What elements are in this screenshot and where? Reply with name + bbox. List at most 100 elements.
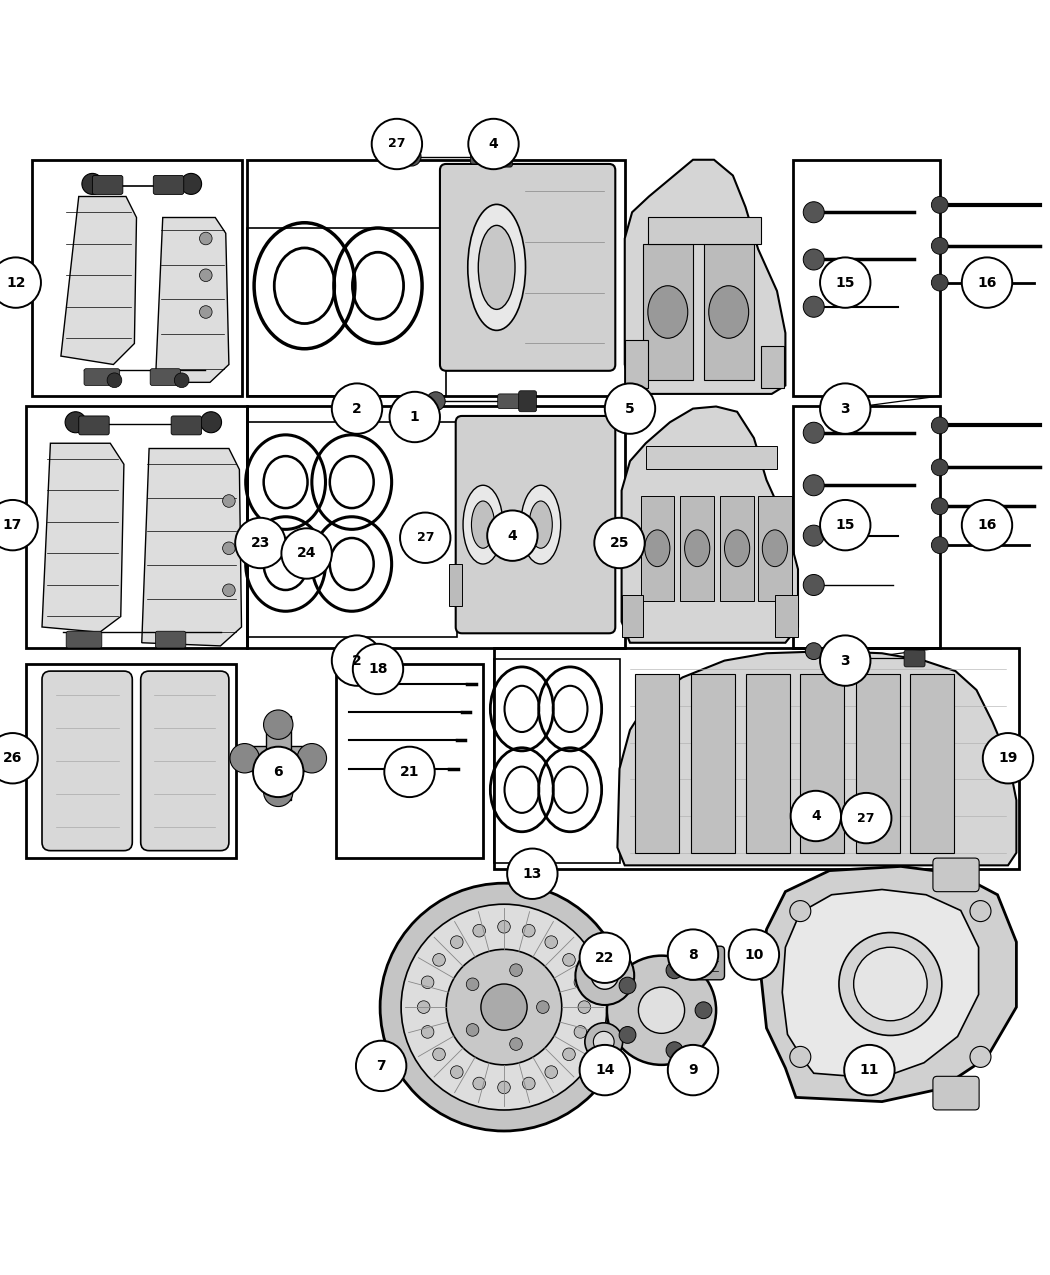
FancyBboxPatch shape [171, 416, 202, 435]
Circle shape [594, 518, 645, 569]
Circle shape [790, 900, 811, 922]
Polygon shape [42, 444, 124, 632]
Circle shape [803, 249, 824, 270]
Circle shape [402, 147, 421, 166]
Circle shape [468, 119, 519, 170]
FancyBboxPatch shape [150, 368, 181, 385]
Circle shape [729, 929, 779, 979]
Polygon shape [61, 196, 136, 365]
Circle shape [223, 495, 235, 507]
FancyBboxPatch shape [932, 858, 979, 891]
Circle shape [820, 635, 870, 686]
Bar [336, 664, 483, 858]
Ellipse shape [521, 486, 561, 564]
Bar [247, 159, 625, 397]
Text: 15: 15 [836, 275, 855, 289]
Ellipse shape [523, 924, 536, 937]
Circle shape [281, 528, 332, 579]
FancyBboxPatch shape [498, 394, 521, 408]
Text: 4: 4 [488, 136, 499, 150]
Circle shape [580, 1046, 630, 1095]
Circle shape [466, 978, 479, 991]
Circle shape [201, 412, 222, 432]
Text: 8: 8 [688, 947, 698, 961]
Text: 3: 3 [840, 654, 850, 668]
FancyBboxPatch shape [904, 650, 925, 667]
Ellipse shape [498, 1081, 510, 1094]
Circle shape [739, 958, 758, 977]
Ellipse shape [854, 947, 927, 1021]
Circle shape [983, 733, 1033, 783]
Text: 27: 27 [417, 532, 434, 544]
Circle shape [332, 635, 382, 686]
Circle shape [803, 422, 824, 444]
Circle shape [970, 900, 991, 922]
Ellipse shape [478, 226, 514, 310]
Bar [856, 674, 900, 853]
Text: 10: 10 [744, 947, 763, 961]
Bar [761, 346, 784, 388]
Text: 4: 4 [811, 810, 821, 822]
Bar [625, 340, 648, 388]
Circle shape [803, 201, 824, 223]
FancyBboxPatch shape [84, 368, 120, 385]
Circle shape [230, 743, 259, 773]
Ellipse shape [545, 1066, 558, 1079]
Bar [793, 159, 940, 397]
Ellipse shape [401, 904, 607, 1111]
Bar [793, 407, 940, 648]
Ellipse shape [523, 1077, 536, 1090]
Circle shape [605, 384, 655, 434]
Text: 17: 17 [3, 518, 22, 532]
FancyBboxPatch shape [92, 176, 123, 194]
Ellipse shape [417, 1001, 430, 1014]
Circle shape [820, 258, 870, 307]
Bar [704, 244, 754, 380]
Circle shape [803, 296, 824, 317]
Bar [758, 496, 792, 601]
Ellipse shape [638, 987, 685, 1033]
FancyBboxPatch shape [42, 671, 132, 850]
Text: 21: 21 [400, 765, 419, 779]
Circle shape [200, 306, 212, 319]
Circle shape [805, 643, 822, 659]
Bar [800, 674, 844, 853]
Bar [720, 496, 754, 601]
Polygon shape [782, 890, 979, 1079]
Text: 26: 26 [3, 751, 22, 765]
Polygon shape [617, 652, 1016, 866]
Ellipse shape [421, 1025, 434, 1038]
Circle shape [931, 237, 948, 254]
Ellipse shape [563, 954, 575, 966]
Circle shape [356, 1040, 406, 1091]
Bar [746, 674, 790, 853]
Circle shape [820, 384, 870, 434]
Circle shape [297, 743, 327, 773]
Circle shape [580, 932, 630, 983]
Text: 11: 11 [860, 1063, 879, 1077]
Circle shape [593, 1031, 614, 1052]
Circle shape [803, 575, 824, 595]
Ellipse shape [463, 486, 503, 564]
Ellipse shape [433, 954, 445, 966]
Text: 6: 6 [273, 765, 284, 779]
Text: 12: 12 [6, 275, 25, 289]
FancyBboxPatch shape [456, 416, 615, 634]
Ellipse shape [529, 501, 552, 548]
Ellipse shape [467, 204, 525, 330]
Ellipse shape [472, 924, 485, 937]
Ellipse shape [450, 936, 463, 949]
Circle shape [0, 500, 38, 551]
Text: 1: 1 [410, 411, 420, 425]
Circle shape [620, 1026, 636, 1043]
Circle shape [235, 518, 286, 569]
Circle shape [695, 1002, 712, 1019]
Polygon shape [622, 407, 798, 643]
Bar [643, 244, 693, 380]
FancyBboxPatch shape [79, 416, 109, 435]
Polygon shape [625, 159, 785, 394]
Circle shape [620, 977, 636, 994]
Bar [646, 446, 777, 469]
Circle shape [107, 372, 122, 388]
Circle shape [931, 417, 948, 434]
